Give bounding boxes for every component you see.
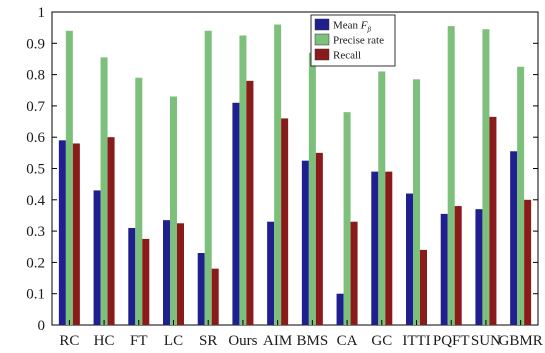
y-tick-label: 1: [38, 5, 46, 21]
x-tick-label: CA: [337, 333, 358, 349]
y-tick-label: 0.1: [26, 287, 45, 303]
bar-ours-mean: [232, 102, 240, 326]
bar-ft-precise-rate: [135, 77, 143, 325]
bar-itti-precise-rate: [413, 79, 420, 325]
bar-hc-recall: [107, 137, 115, 325]
y-tick-label: 0.2: [26, 255, 45, 271]
bar-sun-recall: [489, 116, 497, 325]
x-tick-label: SUN: [471, 333, 501, 349]
legend-label: Mean Fβ: [333, 20, 372, 34]
bar-ca-mean: [336, 293, 344, 325]
bar-gbmr-mean: [510, 151, 518, 325]
bar-itti-recall: [420, 249, 427, 325]
x-tick-label: GC: [371, 333, 392, 349]
bar-ours-recall: [246, 80, 254, 325]
x-tick-label: LC: [164, 333, 183, 349]
bar-bms-precise-rate: [308, 52, 316, 325]
x-tick-label: SR: [199, 333, 217, 349]
bar-gc-recall: [385, 171, 393, 325]
y-tick-label: 0.3: [26, 224, 45, 240]
y-tick-label: 0.5: [26, 162, 45, 178]
y-axis: 0 0.1 0.2 0.3 0.4 0.5 0.6 0.7 0.8 0.9 1: [26, 5, 538, 334]
x-tick-label: ITTI: [402, 333, 430, 349]
legend-swatch: [314, 48, 330, 61]
legend-label: Recall: [333, 50, 361, 62]
bar-bms-recall: [315, 152, 323, 325]
legend-swatch: [314, 33, 330, 46]
bar-itti-mean: [406, 193, 413, 325]
bar-ca-precise-rate: [343, 112, 351, 325]
bar-ft-mean: [128, 227, 136, 325]
x-tick-label: BMS: [297, 333, 329, 349]
legend-swatch: [314, 18, 330, 31]
bar-gc-mean: [371, 171, 379, 325]
y-tick-label: 0.9: [26, 36, 45, 52]
bar-aim-recall: [281, 118, 289, 325]
bar-pqft-mean: [440, 213, 448, 325]
bar-sr-mean: [197, 253, 205, 325]
bar-rc-recall: [72, 143, 80, 325]
y-tick-label: 0.4: [26, 193, 45, 209]
x-tick-label: Ours: [228, 333, 257, 349]
bar-gc-precise-rate: [378, 71, 386, 325]
bars: [58, 24, 532, 326]
bar-aim-mean: [267, 221, 275, 325]
bar-aim-precise-rate: [274, 24, 282, 326]
bar-sr-recall: [211, 268, 219, 325]
y-tick-label: 0: [38, 318, 46, 334]
bar-lc-mean: [163, 220, 170, 325]
bar-ca-recall: [350, 221, 358, 325]
x-tick-label: HC: [94, 333, 115, 349]
bar-sun-precise-rate: [482, 29, 490, 325]
plot-area: [51, 11, 539, 326]
bar-hc-mean: [93, 190, 101, 325]
bar-lc-precise-rate: [170, 96, 177, 325]
x-tick-label: RC: [59, 333, 79, 349]
bar-ours-precise-rate: [239, 35, 247, 325]
x-tick-label: GBMR: [499, 333, 543, 349]
bar-lc-recall: [177, 223, 184, 325]
bar-rc-mean: [58, 140, 66, 325]
y-tick-label: 0.8: [26, 68, 45, 84]
bar-gbmr-precise-rate: [517, 66, 525, 326]
bar-pqft-precise-rate: [447, 26, 455, 326]
bar-bms-mean: [301, 160, 309, 325]
bar-gbmr-recall: [524, 199, 532, 325]
bar-rc-precise-rate: [65, 30, 73, 326]
bar-pqft-recall: [454, 206, 462, 325]
x-tick-label: PQFT: [433, 333, 470, 349]
bar-sun-mean: [475, 209, 483, 325]
x-tick-label: AIM: [263, 333, 292, 349]
y-tick-label: 0.6: [26, 130, 45, 146]
legend-label: Precise rate: [333, 35, 384, 47]
bar-ft-recall: [142, 238, 150, 325]
x-tick-label: FT: [130, 333, 148, 349]
y-tick-label: 0.7: [26, 99, 45, 115]
bar-sr-precise-rate: [204, 30, 212, 326]
bar-hc-precise-rate: [100, 57, 108, 326]
